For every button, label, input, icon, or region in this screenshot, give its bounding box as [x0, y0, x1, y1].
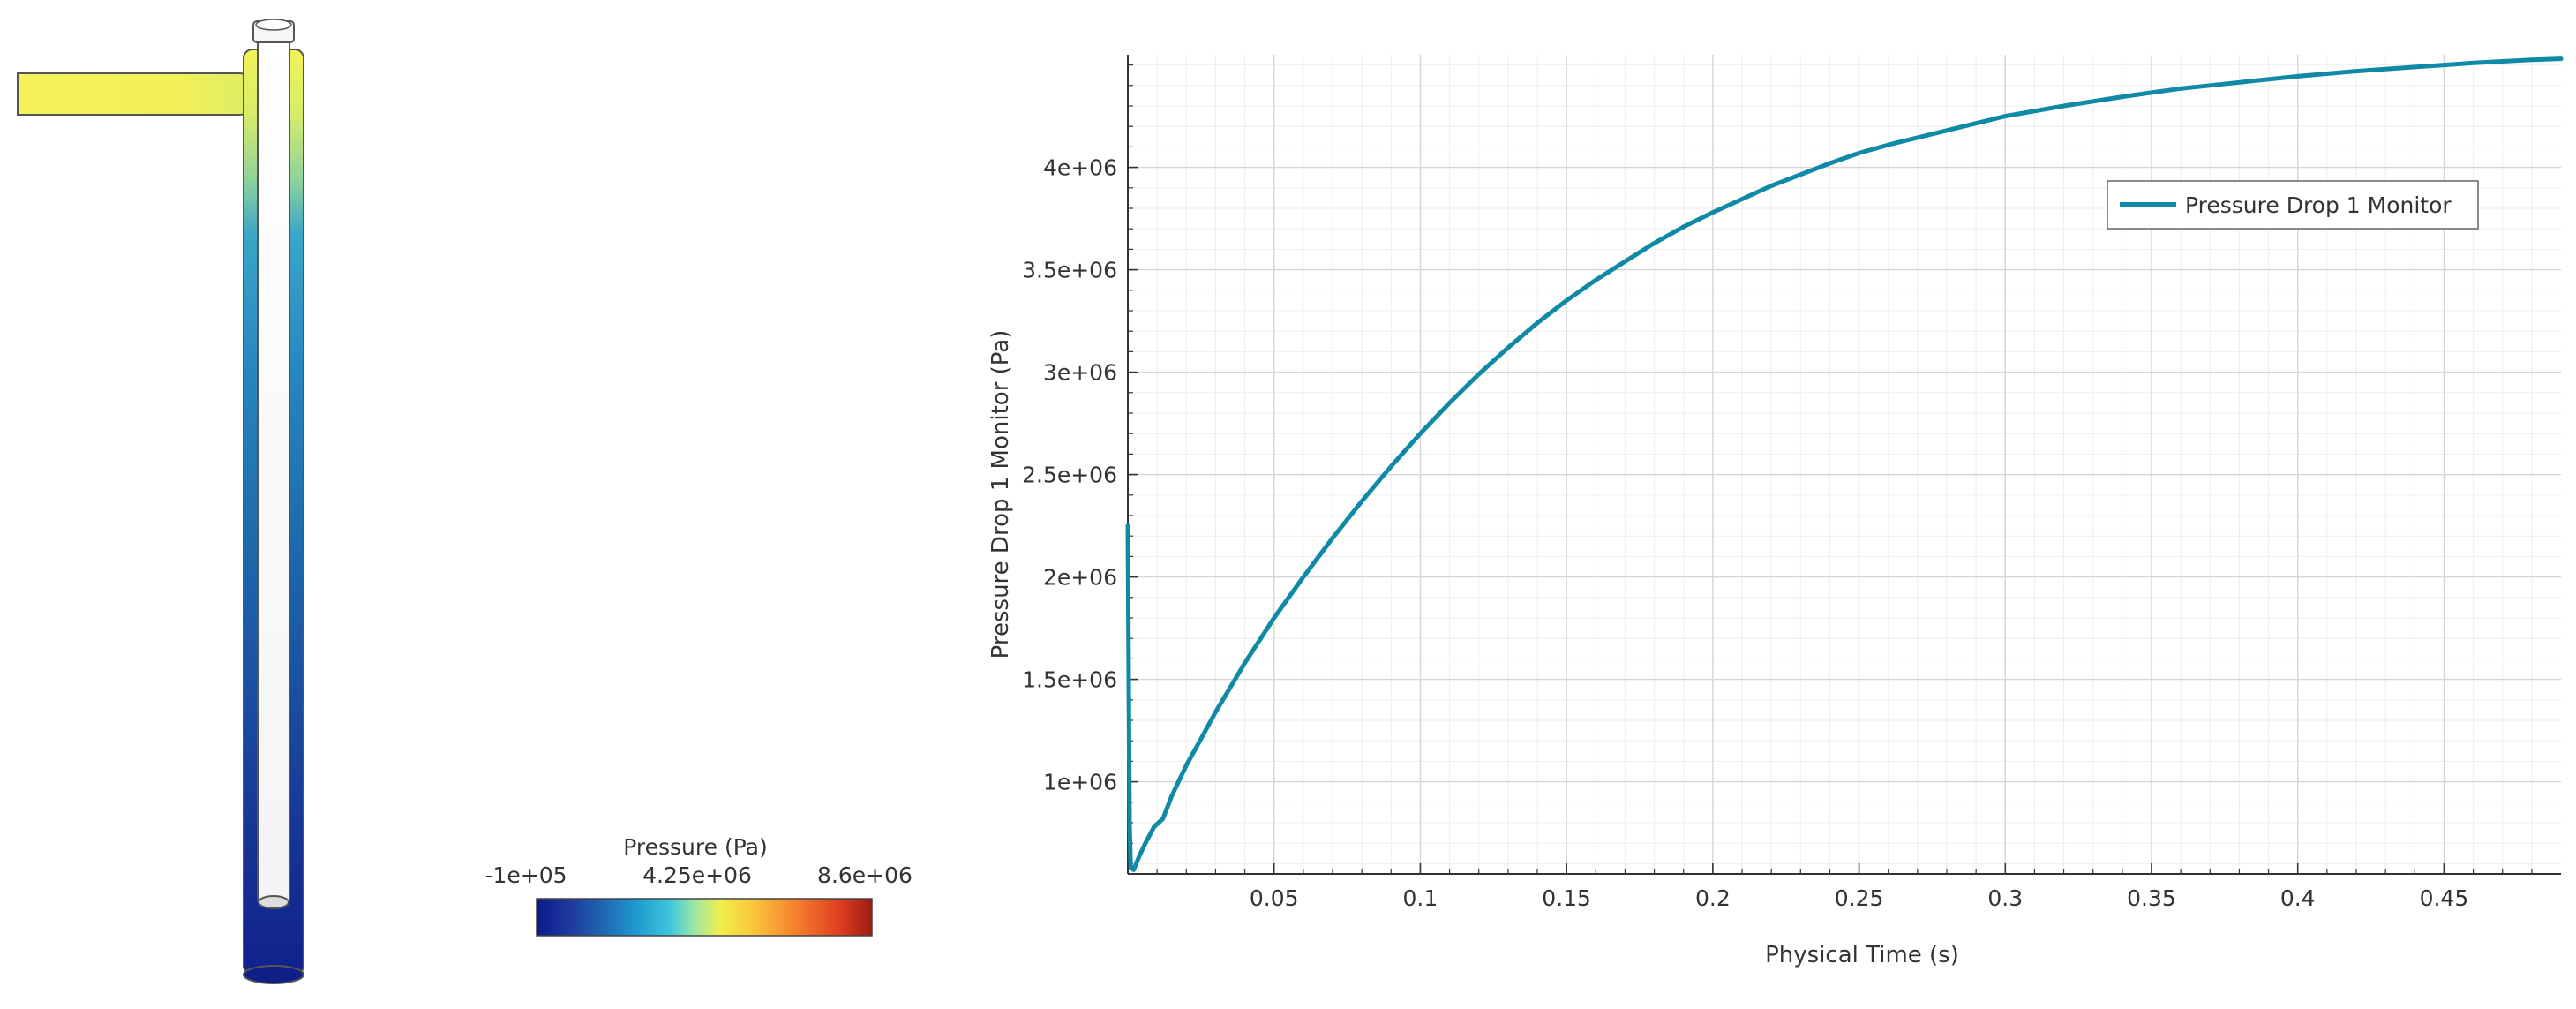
y-tick-label: 2.5e+06 — [1022, 463, 1117, 488]
y-tick-label: 1e+06 — [1043, 770, 1117, 795]
x-axis-ticks: 0.05 0.1 0.15 0.2 0.25 0.3 0.35 0.4 0.45 — [1156, 863, 2533, 911]
legend-label: Pressure Drop 1 Monitor — [2185, 192, 2452, 218]
colorbar-max-label: 8.6e+06 — [817, 862, 912, 888]
x-tick-label: 0.15 — [1542, 885, 1591, 911]
colorbar — [536, 898, 873, 937]
x-tick-label: 0.25 — [1835, 885, 1884, 911]
legend: Pressure Drop 1 Monitor — [2107, 180, 2479, 230]
colorbar-min-label: -1e+05 — [484, 862, 567, 888]
inner-tube-bottom — [258, 895, 289, 909]
x-tick-label: 0.3 — [1987, 885, 2023, 911]
x-tick-label: 0.45 — [2420, 885, 2469, 911]
x-tick-label: 0.05 — [1250, 885, 1299, 911]
colorbar-title: Pressure (Pa) — [623, 834, 767, 860]
pressure-drop-chart: 0.05 0.1 0.15 0.2 0.25 0.3 0.35 0.4 0.45 1e+06 1.… — [988, 55, 2564, 968]
minor-gridlines — [1128, 55, 2561, 874]
pressure-contour-panel: Pressure (Pa) -1e+05 4.25e+06 8.6e+06 — [0, 0, 971, 1005]
axes — [1127, 55, 2561, 875]
x-tick-label: 0.4 — [2280, 885, 2316, 911]
y-tick-label: 1.5e+06 — [1022, 667, 1117, 693]
inlet-pipe — [17, 72, 259, 116]
y-tick-label: 2e+06 — [1043, 565, 1117, 591]
y-tick-label: 3e+06 — [1043, 360, 1117, 386]
bottom-cap — [243, 965, 304, 984]
x-tick-label: 0.2 — [1695, 885, 1731, 911]
series-layer — [1125, 56, 2564, 872]
colorbar-mid-label: 4.25e+06 — [642, 862, 752, 888]
pressure-drop-chart-panel: 0.05 0.1 0.15 0.2 0.25 0.3 0.35 0.4 0.45 1e+06 1.… — [971, 0, 2576, 1005]
y-tick-label: 3.5e+06 — [1022, 258, 1117, 283]
x-tick-label: 0.35 — [2127, 885, 2176, 911]
x-axis-label: Physical Time (s) — [1765, 942, 1959, 968]
y-tick-label: 4e+06 — [1043, 155, 1117, 181]
series-line — [1125, 56, 2564, 872]
y-axis-label: Pressure Drop 1 Monitor (Pa) — [988, 330, 1014, 659]
inner-tube — [257, 34, 290, 906]
y-axis-ticks: 1e+06 1.5e+06 2e+06 2.5e+06 3e+06 3.5e+06 4e+0… — [1022, 64, 1138, 865]
x-tick-label: 0.1 — [1403, 885, 1438, 911]
pressure-contour-svg: Pressure (Pa) -1e+05 4.25e+06 8.6e+06 — [17, 19, 912, 984]
major-gridlines — [1128, 55, 2561, 874]
top-cap-rim — [255, 19, 292, 31]
